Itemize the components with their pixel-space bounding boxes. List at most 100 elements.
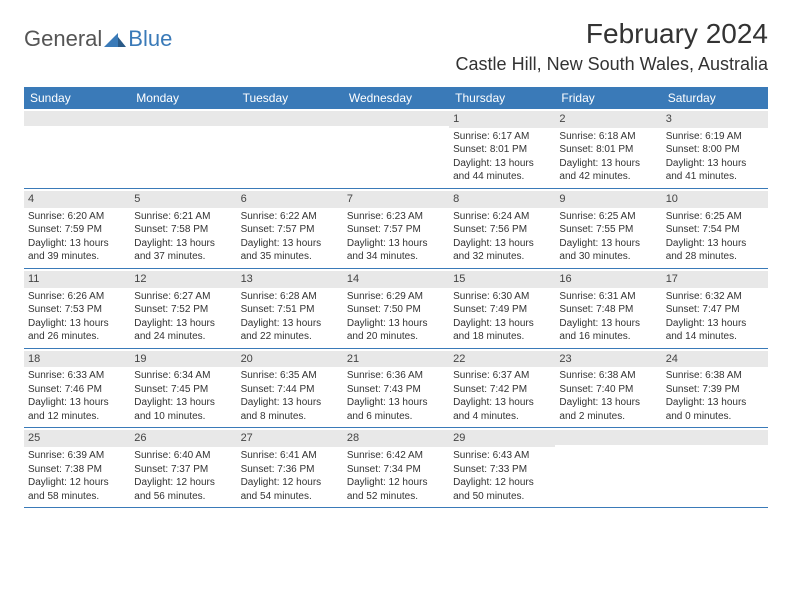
sunrise-text: Sunrise: 6:29 AM <box>347 290 445 304</box>
day-info: Sunrise: 6:22 AMSunset: 7:57 PMDaylight:… <box>241 210 339 264</box>
sunset-text: Sunset: 7:57 PM <box>241 223 339 237</box>
day-info: Sunrise: 6:32 AMSunset: 7:47 PMDaylight:… <box>666 290 764 344</box>
sunset-text: Sunset: 8:00 PM <box>666 143 764 157</box>
sunrise-text: Sunrise: 6:38 AM <box>666 369 764 383</box>
day-number: 26 <box>130 430 236 447</box>
sunset-text: Sunset: 7:45 PM <box>134 383 232 397</box>
day-info: Sunrise: 6:24 AMSunset: 7:56 PMDaylight:… <box>453 210 551 264</box>
daylight-text: Daylight: 12 hours and 56 minutes. <box>134 476 232 503</box>
title-block: February 2024 Castle Hill, New South Wal… <box>456 18 768 75</box>
day-number: 11 <box>24 271 130 288</box>
day-number <box>130 111 236 126</box>
day-cell: 9Sunrise: 6:25 AMSunset: 7:55 PMDaylight… <box>555 189 661 268</box>
day-number: 5 <box>130 191 236 208</box>
day-number <box>555 430 661 445</box>
day-cell: 2 Sunrise: 6:18 AMSunset: 8:01 PMDaylight… <box>555 109 661 188</box>
day-cell <box>662 428 768 507</box>
day-cell: 26Sunrise: 6:40 AMSunset: 7:37 PMDayligh… <box>130 428 236 507</box>
week-row: 18Sunrise: 6:33 AMSunset: 7:46 PMDayligh… <box>24 349 768 429</box>
day-cell: 15Sunrise: 6:30 AMSunset: 7:49 PMDayligh… <box>449 269 555 348</box>
sunrise-text: Sunrise: 6:37 AM <box>453 369 551 383</box>
sunrise-text: Sunrise: 6:36 AM <box>347 369 445 383</box>
daylight-text: Daylight: 13 hours and 20 minutes. <box>347 317 445 344</box>
day-number <box>662 430 768 445</box>
sunrise-text: Sunrise: 6:20 AM <box>28 210 126 224</box>
day-header-cell: Sunday <box>24 87 130 109</box>
daylight-text: Daylight: 13 hours and 18 minutes. <box>453 317 551 344</box>
sunset-text: Sunset: 7:58 PM <box>134 223 232 237</box>
day-cell: 20Sunrise: 6:35 AMSunset: 7:44 PMDayligh… <box>237 349 343 428</box>
day-header-cell: Saturday <box>662 87 768 109</box>
daylight-text: Daylight: 13 hours and 12 minutes. <box>28 396 126 423</box>
sunrise-text: Sunrise: 6:43 AM <box>453 449 551 463</box>
week-row: 11Sunrise: 6:26 AMSunset: 7:53 PMDayligh… <box>24 269 768 349</box>
day-info: Sunrise: 6:18 AMSunset: 8:01 PMDaylight:… <box>559 130 657 184</box>
sunset-text: Sunset: 7:43 PM <box>347 383 445 397</box>
day-number: 10 <box>662 191 768 208</box>
day-number <box>24 111 130 126</box>
day-cell: 19Sunrise: 6:34 AMSunset: 7:45 PMDayligh… <box>130 349 236 428</box>
day-number: 8 <box>449 191 555 208</box>
day-number: 6 <box>237 191 343 208</box>
day-number: 22 <box>449 351 555 368</box>
day-number: 20 <box>237 351 343 368</box>
sunrise-text: Sunrise: 6:21 AM <box>134 210 232 224</box>
sunset-text: Sunset: 7:48 PM <box>559 303 657 317</box>
day-cell <box>237 109 343 188</box>
day-cell: 4Sunrise: 6:20 AMSunset: 7:59 PMDaylight… <box>24 189 130 268</box>
day-info: Sunrise: 6:27 AMSunset: 7:52 PMDaylight:… <box>134 290 232 344</box>
day-header-row: SundayMondayTuesdayWednesdayThursdayFrid… <box>24 87 768 109</box>
day-cell: 17Sunrise: 6:32 AMSunset: 7:47 PMDayligh… <box>662 269 768 348</box>
day-number <box>343 111 449 126</box>
sunset-text: Sunset: 7:37 PM <box>134 463 232 477</box>
day-number: 14 <box>343 271 449 288</box>
sunrise-text: Sunrise: 6:27 AM <box>134 290 232 304</box>
day-info: Sunrise: 6:21 AMSunset: 7:58 PMDaylight:… <box>134 210 232 264</box>
daylight-text: Daylight: 13 hours and 34 minutes. <box>347 237 445 264</box>
day-cell: 25Sunrise: 6:39 AMSunset: 7:38 PMDayligh… <box>24 428 130 507</box>
daylight-text: Daylight: 13 hours and 28 minutes. <box>666 237 764 264</box>
day-info: Sunrise: 6:31 AMSunset: 7:48 PMDaylight:… <box>559 290 657 344</box>
sunrise-text: Sunrise: 6:24 AM <box>453 210 551 224</box>
week-row: 1Sunrise: 6:17 AMSunset: 8:01 PMDaylight… <box>24 109 768 189</box>
daylight-text: Daylight: 13 hours and 41 minutes. <box>666 157 764 184</box>
sunset-text: Sunset: 7:50 PM <box>347 303 445 317</box>
day-cell <box>555 428 661 507</box>
daylight-text: Daylight: 13 hours and 26 minutes. <box>28 317 126 344</box>
sunset-text: Sunset: 7:53 PM <box>28 303 126 317</box>
sunset-text: Sunset: 7:46 PM <box>28 383 126 397</box>
daylight-text: Daylight: 12 hours and 52 minutes. <box>347 476 445 503</box>
sunrise-text: Sunrise: 6:35 AM <box>241 369 339 383</box>
day-info: Sunrise: 6:23 AMSunset: 7:57 PMDaylight:… <box>347 210 445 264</box>
sunset-text: Sunset: 7:47 PM <box>666 303 764 317</box>
daylight-text: Daylight: 13 hours and 2 minutes. <box>559 396 657 423</box>
week-row: 25Sunrise: 6:39 AMSunset: 7:38 PMDayligh… <box>24 428 768 508</box>
day-cell: 6 Sunrise: 6:22 AMSunset: 7:57 PMDaylight… <box>237 189 343 268</box>
day-info: Sunrise: 6:29 AMSunset: 7:50 PMDaylight:… <box>347 290 445 344</box>
sunrise-text: Sunrise: 6:33 AM <box>28 369 126 383</box>
day-number: 13 <box>237 271 343 288</box>
daylight-text: Daylight: 12 hours and 50 minutes. <box>453 476 551 503</box>
sunrise-text: Sunrise: 6:42 AM <box>347 449 445 463</box>
sunrise-text: Sunrise: 6:19 AM <box>666 130 764 144</box>
daylight-text: Daylight: 13 hours and 24 minutes. <box>134 317 232 344</box>
day-cell: 27Sunrise: 6:41 AMSunset: 7:36 PMDayligh… <box>237 428 343 507</box>
sunset-text: Sunset: 8:01 PM <box>559 143 657 157</box>
day-header-cell: Wednesday <box>343 87 449 109</box>
day-info: Sunrise: 6:25 AMSunset: 7:55 PMDaylight:… <box>559 210 657 264</box>
calendar-grid: SundayMondayTuesdayWednesdayThursdayFrid… <box>24 87 768 508</box>
sunset-text: Sunset: 7:55 PM <box>559 223 657 237</box>
daylight-text: Daylight: 13 hours and 42 minutes. <box>559 157 657 184</box>
day-number: 21 <box>343 351 449 368</box>
day-info: Sunrise: 6:38 AMSunset: 7:40 PMDaylight:… <box>559 369 657 423</box>
day-info: Sunrise: 6:33 AMSunset: 7:46 PMDaylight:… <box>28 369 126 423</box>
day-info: Sunrise: 6:28 AMSunset: 7:51 PMDaylight:… <box>241 290 339 344</box>
day-header-cell: Friday <box>555 87 661 109</box>
daylight-text: Daylight: 13 hours and 16 minutes. <box>559 317 657 344</box>
day-info: Sunrise: 6:17 AMSunset: 8:01 PMDaylight:… <box>453 130 551 184</box>
sunrise-text: Sunrise: 6:34 AM <box>134 369 232 383</box>
day-number: 18 <box>24 351 130 368</box>
day-number: 2 <box>555 111 661 128</box>
day-info: Sunrise: 6:38 AMSunset: 7:39 PMDaylight:… <box>666 369 764 423</box>
daylight-text: Daylight: 13 hours and 22 minutes. <box>241 317 339 344</box>
